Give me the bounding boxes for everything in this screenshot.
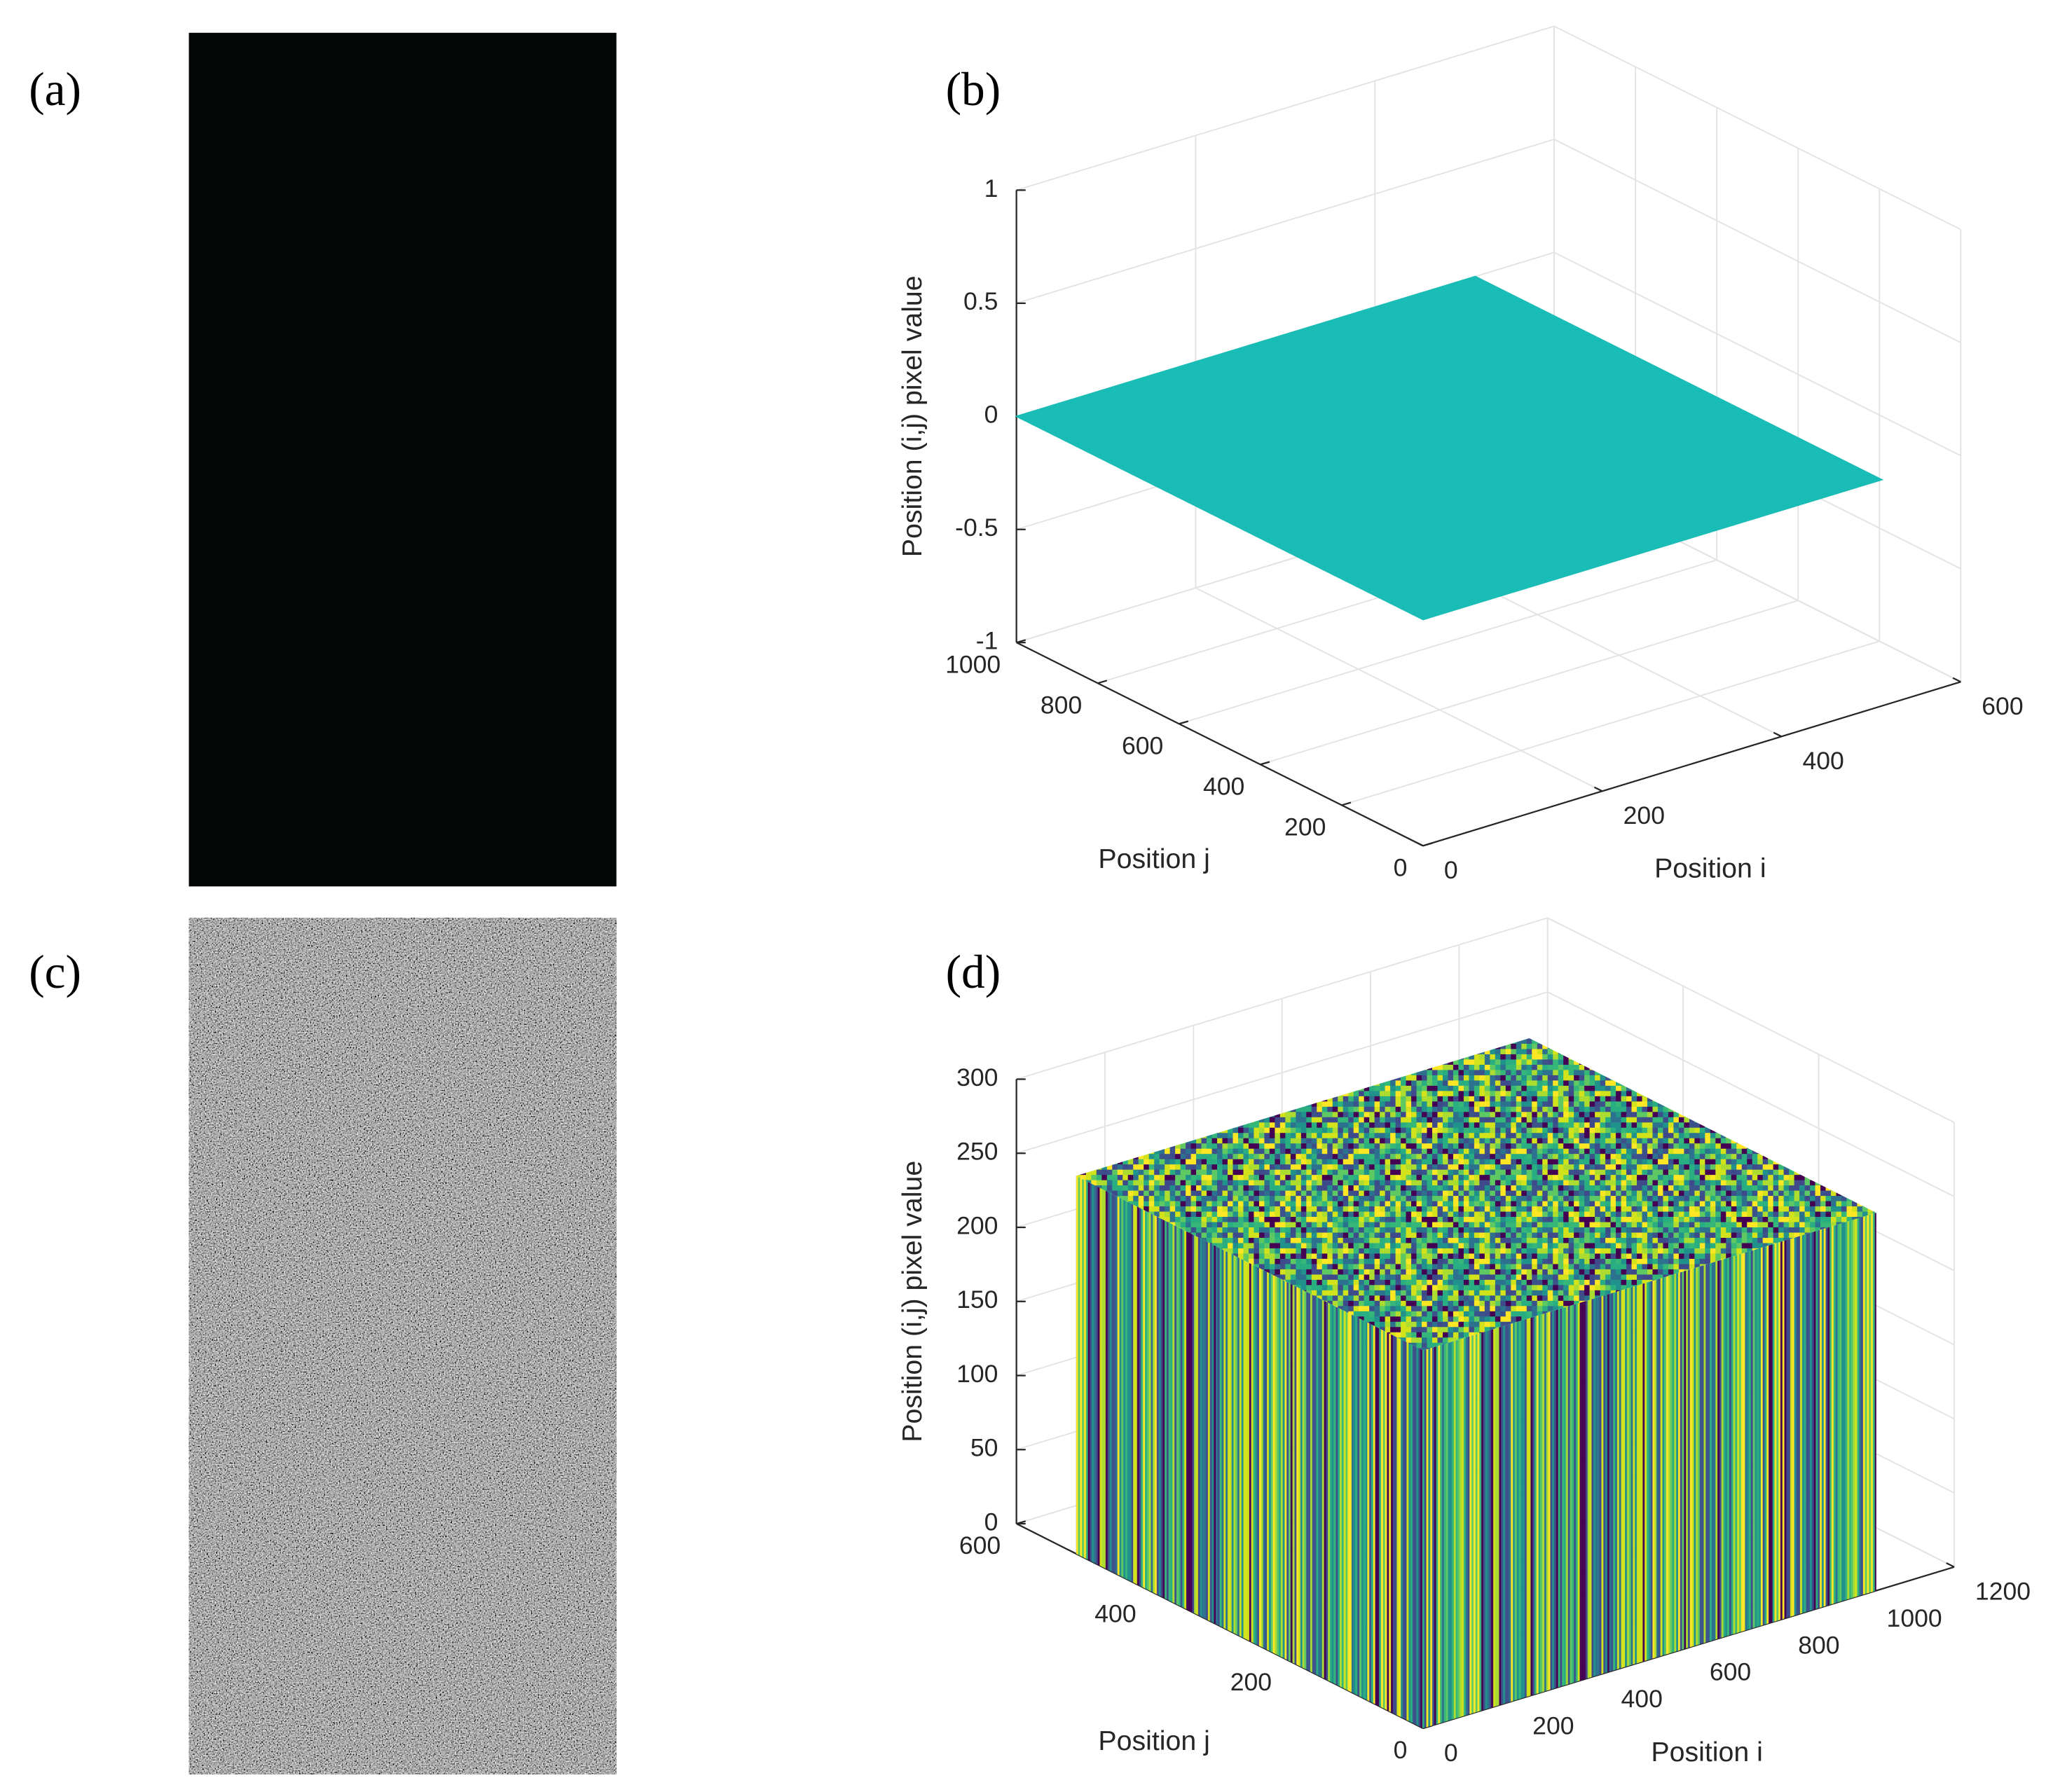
z-tick-label: 250 [956,1138,998,1166]
y-tick [1341,801,1352,806]
grid-line [1016,25,1555,191]
z-tick-label: 300 [956,1063,998,1091]
x-tick [1415,841,1424,847]
x-tick-label: 0 [1444,1739,1458,1767]
y-tick [1016,1520,1027,1525]
z-axis-label: Position (i,j) pixel value [897,275,928,557]
x-axis-label: Position i [1654,853,1766,883]
grid-line [1547,991,1955,1197]
z-tick-label: 150 [956,1286,998,1314]
y-tick-label: 800 [1041,691,1082,719]
z-tick-label: 100 [956,1360,998,1388]
x-tick [1415,1723,1424,1730]
z-tick-label: -1 [976,627,998,655]
grid-line [1260,600,1799,766]
z-tick-label: 0.5 [963,287,998,315]
x-tick [1952,677,1961,683]
panel-label: (a) [29,63,81,116]
x-tick-label: 200 [1623,801,1665,829]
x-axis-label: Position i [1651,1737,1762,1767]
z-tick-label: 0 [984,1508,998,1536]
y-tick [1422,1725,1433,1730]
grid-line [1179,559,1717,725]
x-tick [1593,786,1603,792]
x-tick-label: 400 [1802,747,1844,775]
x-tick-label: 600 [1982,692,2023,720]
y-axis [1016,642,1424,847]
x-tick [1773,731,1783,738]
y-tick-label: 600 [1122,731,1163,759]
z-tick-label: 50 [970,1434,998,1462]
z-axis-label: Position (i,j) pixel value [897,1161,928,1442]
y-tick [1179,720,1189,725]
y-tick-label: 200 [1284,813,1326,841]
grid-line [1547,917,1955,1124]
panel-label: (b) [946,63,1001,116]
y-tick [1016,639,1027,644]
y-tick-label: 400 [1094,1599,1136,1627]
x-tick-label: 400 [1621,1685,1663,1713]
grid-line [1341,640,1880,806]
panel-label: (d) [946,946,1001,998]
x-tick-label: 800 [1798,1631,1839,1659]
surface [1015,275,1884,621]
y-tick [1097,680,1108,684]
y-tick-label: 0 [1394,1736,1408,1764]
y-tick-label: 600 [959,1531,1001,1559]
noise-image [188,918,617,1774]
x-tick-label: 0 [1444,856,1458,884]
grid-line [1553,25,1961,230]
z-tick-label: 0 [984,401,998,429]
z-tick-label: -0.5 [955,514,998,542]
x-axis [1422,681,1961,847]
plots: -1-0.500.51020040060080010000200400600Po… [897,25,2031,1767]
x-tick-label: 1200 [1975,1578,2031,1606]
block-left-face [1076,1176,1423,1729]
z-tick-label: 200 [956,1211,998,1239]
grid-line [1016,138,1555,304]
y-tick [1260,761,1270,766]
y-tick-label: 200 [1230,1668,1272,1696]
y-tick [1422,842,1433,847]
grid-line [1553,139,1961,343]
y-tick-label: 0 [1394,853,1408,881]
y-tick-label: 400 [1203,772,1244,800]
x-tick-label: 1000 [1887,1604,1942,1632]
y-axis-label: Position j [1098,1725,1209,1756]
grid-line [1195,587,1603,792]
grid-line [1016,917,1548,1080]
x-tick-label: 600 [1710,1658,1751,1686]
black-image [188,32,617,887]
y-tick-label: 1000 [945,650,1001,678]
y-axis-label: Position j [1098,843,1209,874]
panel-label: (c) [29,946,81,998]
grid-line [1553,251,1961,457]
x-tick-label: 200 [1532,1711,1574,1739]
grid-line [1016,991,1548,1155]
block-front-face [1422,1213,1876,1729]
z-tick-label: 1 [984,174,998,202]
x-tick [1946,1562,1955,1568]
block-top-face [1076,1038,1876,1351]
